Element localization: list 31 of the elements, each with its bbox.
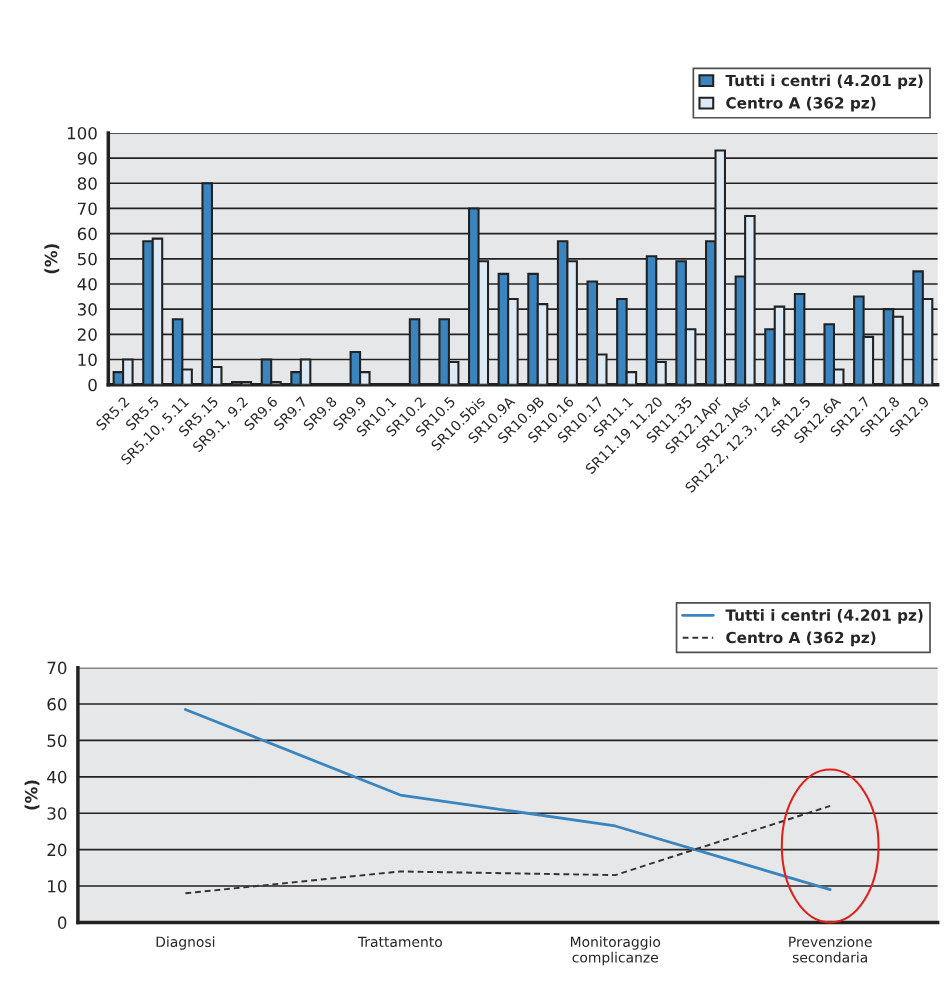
y-tick-label: 30 [77,303,97,316]
y-axis-title: (%) [44,244,60,274]
y-tick-label: 60 [77,227,97,241]
y-tick-label: 30 [47,807,67,820]
line-series [184,804,832,895]
y-tick-label: 40 [47,770,67,784]
y-tick-label: 50 [77,252,97,266]
y-tick-label: 100 [67,126,97,140]
y-tick-label: 0 [57,916,67,929]
legend-label: Tutti i centri (4.201 pz) [725,74,923,90]
y-tick-label: 10 [48,879,67,893]
y-tick-label: 70 [47,661,67,675]
y-tick-label: 0 [88,378,97,392]
x-tick-label: Monitoraggio complicanze [570,936,661,966]
y-tick-label: 70 [78,202,97,216]
y-tick-label: 20 [77,328,97,341]
y-tick-label: 10 [78,353,97,367]
legend-label: Tutti i centri (4.201 pz) [725,609,923,624]
y-tick-label: 50 [47,734,67,747]
y-axis-title: (%) [24,780,40,810]
legend-label: Centro A (362 pz) [726,96,876,112]
x-tick-label: Diagnosi [156,936,215,950]
y-tick-label: 90 [77,152,97,165]
y-tick-label: 80 [77,177,97,190]
legend-label: Centro A (362 pz) [726,631,876,647]
y-tick-label: 60 [47,698,67,711]
x-tick-label: Prevenzione secondaria [789,936,872,963]
y-tick-label: 40 [77,277,97,291]
y-tick-label: 20 [47,843,67,857]
line-series [183,708,832,892]
x-tick-label: Trattamento [357,936,442,948]
